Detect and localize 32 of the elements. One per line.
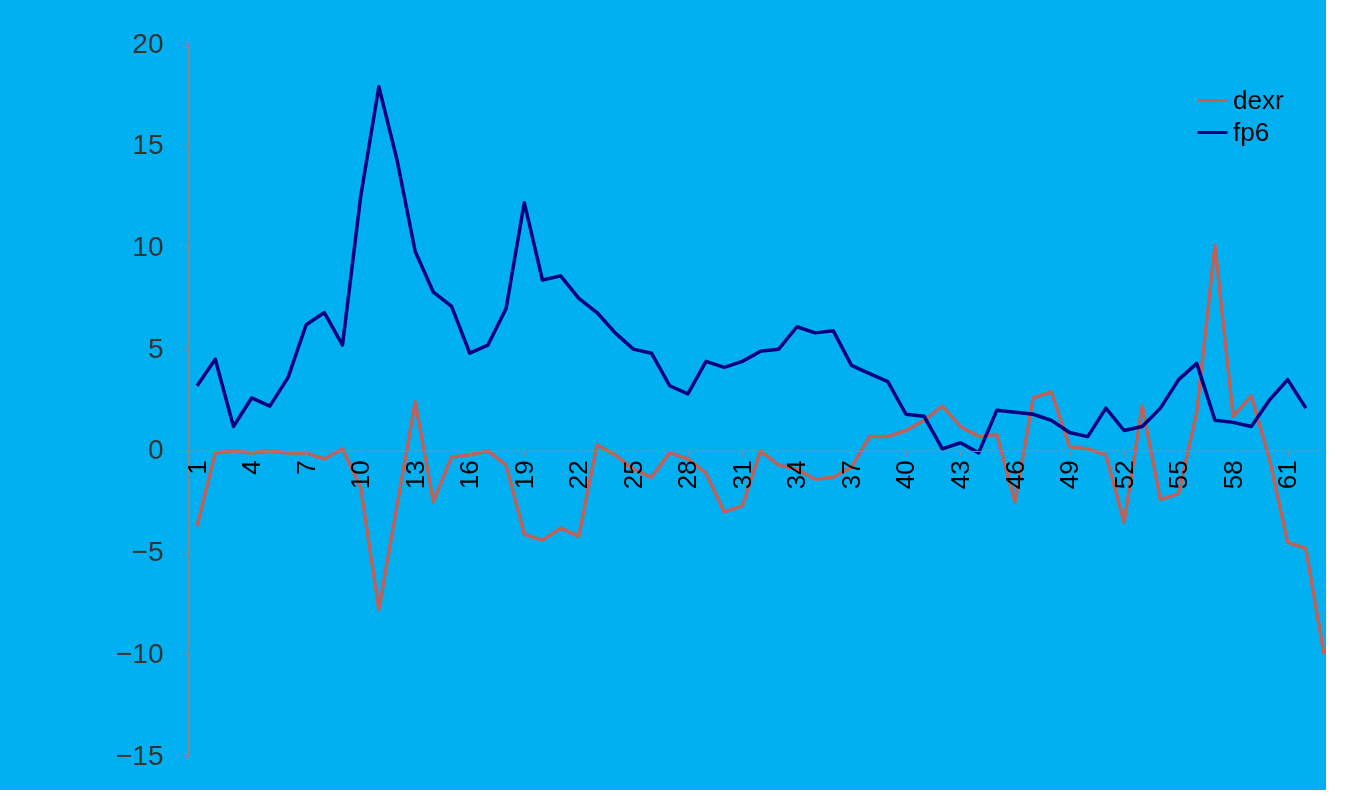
x-tick-label: 25 [617,460,648,490]
y-tick-label: −5 [131,536,164,568]
x-tick-label: 34 [781,460,812,490]
x-tick-label: 49 [1054,460,1085,490]
x-tick-label: 22 [563,460,594,490]
x-tick-label: 58 [1217,460,1248,490]
legend-label: dexr [1233,84,1284,115]
x-tick-label: 43 [944,460,975,490]
x-tick-label: 31 [726,460,757,490]
x-tick-label: 52 [1108,460,1139,490]
y-tick-label: −10 [116,637,164,669]
y-tick-label: 20 [132,27,164,59]
x-tick-label: 16 [454,460,485,490]
x-tick-label: 28 [672,460,703,490]
y-tick-label: 15 [132,129,164,161]
x-tick-label: 61 [1272,460,1303,490]
x-tick-label: 10 [345,460,376,490]
x-tick-label: 40 [890,460,921,490]
x-tick-label: 7 [290,460,321,475]
line-series [195,84,1308,455]
x-tick-label: 13 [399,460,430,490]
x-tick-label: 55 [1163,460,1194,490]
y-tick-label: 5 [147,332,164,364]
x-tick-label: 37 [835,460,866,490]
x-tick-label: 19 [508,460,539,490]
y-tick-label: −15 [116,739,164,771]
y-tick-label: 0 [147,434,164,466]
x-tick-label: 46 [999,460,1030,490]
y-tick-label: 10 [132,230,164,262]
x-tick-label: 4 [236,460,267,475]
x-tick-label: 1 [181,460,212,475]
legend-label: fp6 [1233,116,1270,147]
